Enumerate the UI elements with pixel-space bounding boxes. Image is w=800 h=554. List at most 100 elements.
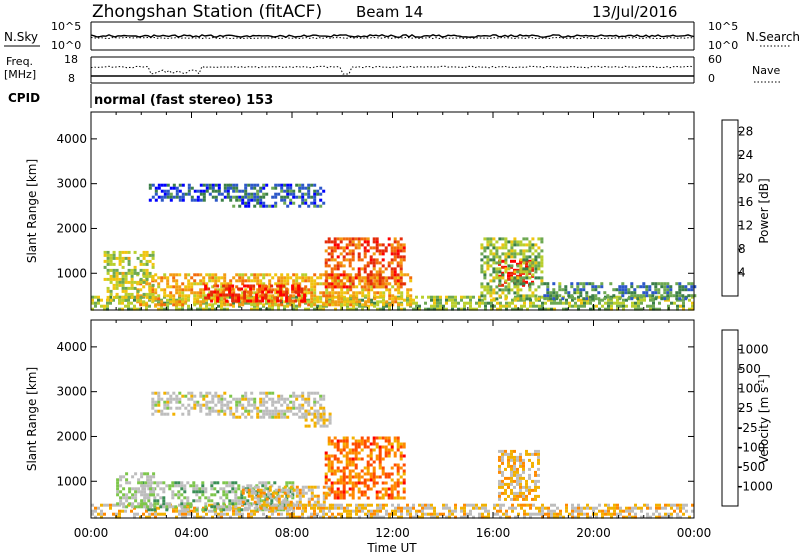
heatmap-cell [330,490,334,494]
heatmap-cell [655,506,658,510]
heatmap-cell [613,301,616,305]
heatmap-cell [217,515,220,519]
heatmap-cell [666,297,670,301]
heatmap-cell [247,512,250,516]
heatmap-cell [181,291,185,295]
heatmap-cell [187,403,191,407]
heatmap-cell [508,301,511,305]
heatmap-cell [181,412,185,416]
heatmap-cell [346,279,350,283]
heatmap-cell [571,298,574,302]
heatmap-cell [205,273,209,277]
heatmap-cell [376,307,379,311]
heatmap-cell [301,294,305,298]
colorbar-frame [721,119,739,297]
heatmap-cell [640,509,643,513]
heatmap-cell [691,503,694,507]
heatmap-cell [280,500,284,504]
heatmap-cell [352,509,355,513]
heatmap-cell [175,300,179,304]
heatmap-cell [286,282,290,286]
heatmap-cell [495,252,499,256]
heatmap-cell [354,463,358,467]
heatmap-cell [393,439,397,443]
heatmap-cell [175,509,178,513]
heatmap-cell [328,506,332,510]
heatmap-cell [631,301,634,305]
heatmap-cell [582,282,586,286]
heatmap-cell [501,291,505,295]
heatmap-cell [286,500,290,504]
heatmap-cell [180,502,184,506]
heatmap-cell [463,506,466,510]
heatmap-cell [301,406,305,410]
heatmap-cell [265,391,269,395]
heatmap-cell [484,515,487,519]
heatmap-cell [142,262,146,266]
heatmap-cell [328,515,331,519]
heatmap-cell [328,415,332,419]
heatmap-cell [454,506,457,510]
heatmap-cell [241,488,245,492]
heatmap-cell [451,512,454,516]
heatmap-cell [187,412,191,416]
heatmap-cell [354,246,358,250]
heatmap-cell [640,506,643,510]
heatmap-cell [522,491,525,495]
heatmap-cell [137,502,141,506]
heatmap-cell [357,273,361,277]
heatmap-cell [216,293,220,297]
heatmap-cell [193,282,197,286]
heatmap-cell [143,493,147,497]
heatmap-cell [291,290,295,294]
heatmap-cell [304,509,307,513]
heatmap-cell [624,288,628,292]
heatmap-cell [163,307,166,311]
heatmap-cell [190,406,194,410]
heatmap-cell [483,276,487,280]
heatmap-cell [237,484,241,488]
heatmap-cell [160,503,163,507]
heatmap-cell [328,485,332,489]
heatmap-cell [393,270,397,274]
heatmap-cell [661,515,664,519]
heatmap-cell [673,503,676,507]
heatmap-cell [372,261,376,265]
heatmap-cell [375,490,379,494]
heatmap-cell [333,258,337,262]
heatmap-cell [322,512,325,516]
heatmap-cell [630,285,634,289]
heatmap-cell [253,406,257,410]
heatmap-cell [262,195,266,199]
heatmap-cell [253,400,257,404]
heatmap-cell [322,500,326,504]
heatmap-cell [109,280,113,284]
heatmap-cell [283,412,287,416]
heatmap-cell [235,279,239,283]
heatmap-cell [363,285,367,289]
heatmap-cell [393,451,397,455]
heatmap-cell [528,240,532,244]
heatmap-cell [211,189,215,193]
heatmap-cell [349,282,353,286]
heatmap-cell [580,506,583,510]
heatmap-cell [145,292,149,296]
heatmap-cell [460,509,463,513]
heatmap-cell [364,300,368,304]
heatmap-cell [268,282,272,286]
heatmap-cell [484,307,487,311]
heatmap-cell [361,294,365,298]
heatmap-cell [358,503,361,507]
heatmap-cell [352,307,355,311]
heatmap-cell [271,415,275,419]
heatmap-cell [622,307,625,311]
heatmap-cell [495,285,499,289]
heatmap-cell [498,467,501,471]
heatmap-cell [360,237,364,241]
heatmap-cell [402,249,406,253]
heatmap-cell [516,497,519,501]
heatmap-cell [613,509,616,513]
heatmap-cell [400,515,403,519]
heatmap-cell [676,503,679,507]
heatmap-cell [481,515,484,519]
